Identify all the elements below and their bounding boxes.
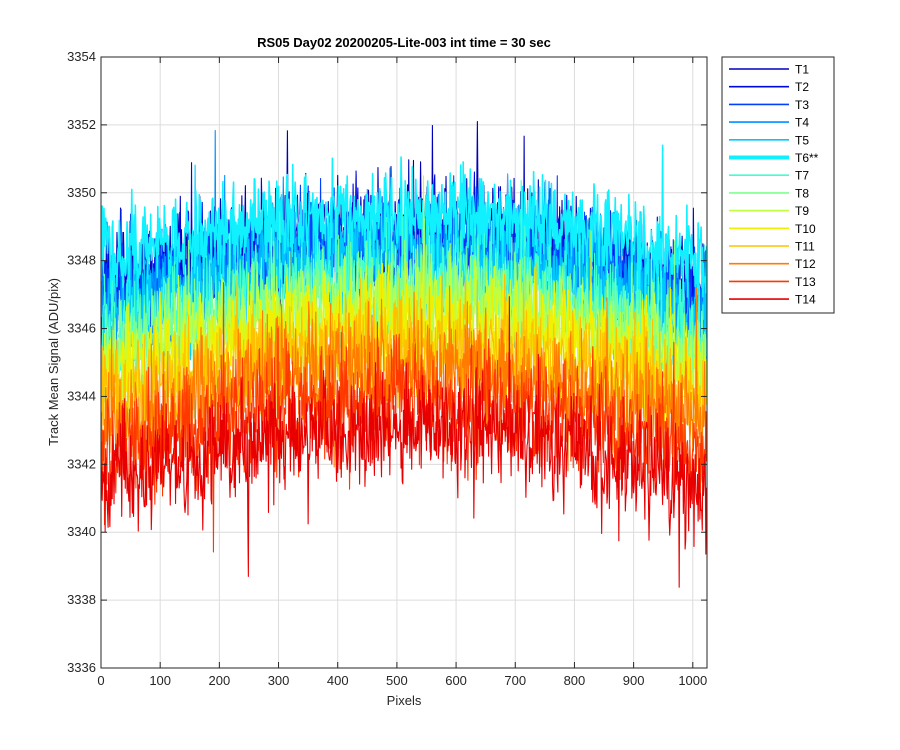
series-line-t6: [101, 144, 707, 316]
y-tick-label: 3346: [67, 321, 96, 336]
legend-item: T6**: [729, 151, 819, 165]
legend-label: T6**: [795, 151, 819, 165]
x-tick-label: 200: [209, 673, 231, 688]
legend-label: T9: [795, 204, 809, 218]
y-tick-label: 3352: [67, 117, 96, 132]
legend-item: T12: [729, 257, 816, 271]
y-tick-label: 3340: [67, 524, 96, 539]
legend-box: [721, 56, 835, 314]
x-tick-label: 800: [564, 673, 586, 688]
series-layer: [101, 121, 707, 588]
y-tick-label: 3350: [67, 185, 96, 200]
legend-label: T4: [795, 116, 809, 130]
legend: T1 T2 T3 T4 T5 T6** T7 T8 T9 T10 T11 T12 T13 T14: [721, 56, 835, 314]
legend-label: T2: [795, 80, 809, 94]
y-tick-label: 3336: [67, 660, 96, 675]
y-tick-label: 3344: [67, 388, 96, 403]
x-tick-label: 500: [386, 673, 408, 688]
tick-layer: 0 100 200 300 400 500 600 700 800 900 1000 3336 3338…: [67, 49, 707, 688]
legend-item: T13: [729, 275, 816, 289]
legend-label: T13: [795, 275, 816, 289]
x-tick-label: 1000: [678, 673, 707, 688]
legend-label: T10: [795, 222, 816, 236]
legend-label: T11: [795, 240, 815, 254]
legend-item: T11: [729, 240, 815, 254]
x-tick-label: 900: [623, 673, 645, 688]
y-tick-label: 3348: [67, 253, 96, 268]
x-tick-label: 700: [504, 673, 526, 688]
legend-items: T1 T2 T3 T4 T5 T6** T7 T8 T9 T10 T11 T12 T13 T14: [729, 63, 819, 307]
legend-label: T1: [795, 63, 809, 77]
x-tick-label: 100: [149, 673, 171, 688]
legend-item: T4: [729, 116, 809, 130]
legend-label: T3: [795, 98, 809, 112]
legend-label: T5: [795, 133, 809, 147]
y-tick-label: 3338: [67, 592, 96, 607]
legend-item: T1: [729, 63, 809, 77]
x-axis-label: Pixels: [387, 693, 422, 708]
axes-frame: [100, 56, 708, 669]
legend-item: T9: [729, 204, 809, 218]
legend-item: T14: [729, 293, 816, 307]
x-tick-label: 300: [268, 673, 290, 688]
legend-item: T7: [729, 169, 809, 183]
series-line-t13: [101, 282, 707, 553]
y-axis-label: Track Mean Signal (ADU/pix): [46, 278, 61, 446]
series-line-t14: [101, 296, 707, 588]
legend-label: T7: [795, 169, 809, 183]
legend-item: T5: [729, 133, 809, 147]
legend-item: T3: [729, 98, 809, 112]
plot-area: 0 100 200 300 400 500 600 700 800 900 1000 3336 3338…: [67, 49, 708, 688]
x-tick-label: 600: [445, 673, 467, 688]
x-tick-label: 400: [327, 673, 349, 688]
chart-title: RS05 Day02 20200205-Lite-003 int time = …: [257, 35, 551, 50]
legend-item: T2: [729, 80, 809, 94]
legend-label: T14: [795, 293, 816, 307]
y-tick-label: 3342: [67, 456, 96, 471]
legend-item: T8: [729, 186, 809, 200]
y-tick-label: 3354: [67, 49, 96, 64]
legend-label: T8: [795, 186, 809, 200]
x-tick-label: 0: [97, 673, 104, 688]
legend-label: T12: [795, 257, 816, 271]
legend-item: T10: [729, 222, 816, 236]
